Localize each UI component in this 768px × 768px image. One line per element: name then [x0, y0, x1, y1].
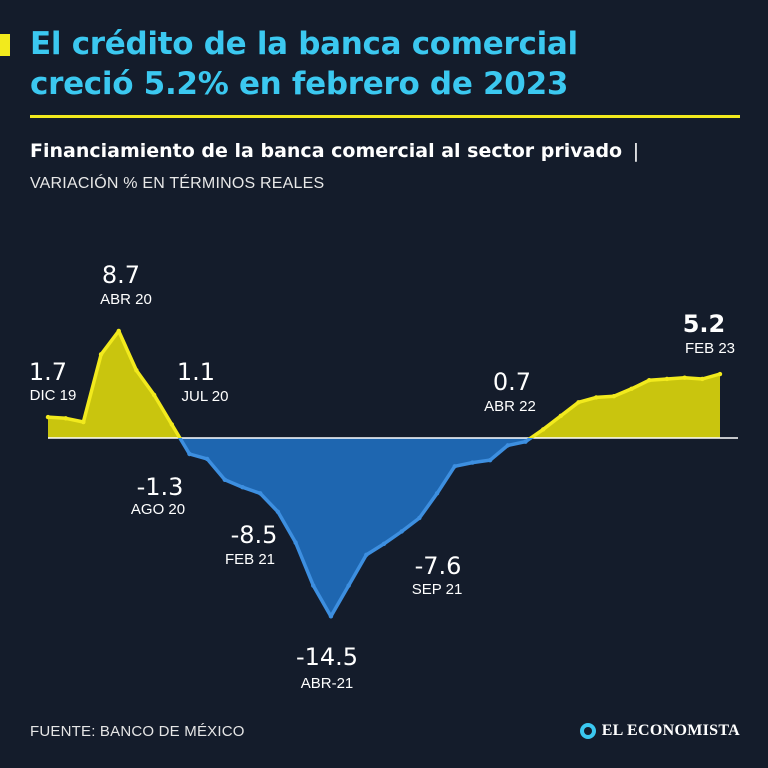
title-line-1: El crédito de la banca comercial [30, 26, 578, 62]
data-point [134, 368, 139, 373]
annotation-value: 1.1 [177, 358, 215, 386]
subtitle-separator: | [632, 140, 640, 162]
source-note: FUENTE: BANCO DE MÉXICO [30, 723, 245, 740]
data-point [470, 460, 475, 465]
data-point [576, 400, 581, 405]
chart-areas [48, 331, 720, 617]
annotation-value: -14.5 [296, 643, 358, 671]
data-point [594, 395, 599, 400]
negative-area [48, 438, 720, 617]
data-point [187, 451, 192, 457]
data-point [540, 427, 546, 432]
annotation-date: ABR 20 [100, 291, 152, 308]
unit-label: VARIACIÓN % EN TÉRMINOS REALES [30, 175, 325, 192]
annotation-date: FEB 23 [685, 340, 735, 357]
data-point [487, 457, 493, 463]
data-point [523, 439, 528, 444]
data-point [63, 416, 68, 421]
data-point [98, 352, 104, 357]
data-point [275, 509, 281, 514]
data-point [346, 583, 351, 588]
data-point [452, 464, 457, 469]
data-point [505, 443, 510, 448]
data-point [381, 541, 387, 546]
data-point [611, 393, 617, 399]
annotation-value: 5.2 [683, 310, 726, 338]
data-point [434, 491, 440, 496]
data-point [328, 614, 334, 619]
annotation-value: 0.7 [493, 368, 531, 396]
annotation-date: ABR 22 [484, 398, 536, 415]
title-accent-bar [0, 34, 10, 56]
annotation-date: DIC 19 [30, 387, 77, 404]
data-point [629, 386, 634, 391]
data-point [364, 552, 369, 558]
annotation-value: 8.7 [102, 261, 140, 289]
positive-area [48, 331, 720, 438]
data-point [81, 419, 86, 425]
annotation-date: SEP 21 [412, 581, 463, 598]
data-point [399, 529, 404, 534]
annotation-date: ABR-21 [301, 675, 354, 692]
page-title: El crédito de la banca comercial creció … [30, 24, 750, 104]
data-point [293, 540, 298, 545]
data-point [682, 375, 687, 380]
data-point [700, 376, 705, 382]
data-point [664, 376, 670, 382]
data-point [240, 485, 245, 490]
data-point [417, 515, 422, 521]
annotation-date: JUL 20 [182, 388, 229, 405]
subtitle-text: Financiamiento de la banca comercial al … [30, 140, 623, 162]
annotation-value: -7.6 [415, 552, 462, 580]
annotation-date: AGO 20 [131, 501, 185, 518]
title-line-2: creció 5.2% en febrero de 2023 [30, 66, 569, 102]
brand-name: EL ECONOMISTA [601, 722, 740, 739]
data-point [717, 371, 723, 377]
positive-series-line [47, 329, 721, 438]
data-point [222, 477, 228, 483]
brand-mark-icon [579, 723, 596, 739]
data-point [151, 392, 157, 398]
data-point [45, 414, 51, 420]
data-point [311, 583, 316, 588]
chart-subtitle: Financiamiento de la banca comercial al … [30, 140, 750, 162]
chart-lines [45, 328, 723, 619]
annotation-date: FEB 21 [225, 551, 275, 568]
data-point [169, 422, 174, 427]
publisher-logo: EL ECONOMISTA [579, 722, 740, 740]
data-point [204, 456, 210, 462]
data-point [116, 328, 121, 334]
data-point [258, 491, 263, 496]
annotation-value: -8.5 [231, 521, 278, 549]
title-divider [30, 115, 740, 118]
annotation-value: -1.3 [137, 473, 184, 501]
data-point [647, 377, 652, 383]
data-point [558, 413, 564, 419]
annotation-value: 1.7 [29, 358, 67, 386]
